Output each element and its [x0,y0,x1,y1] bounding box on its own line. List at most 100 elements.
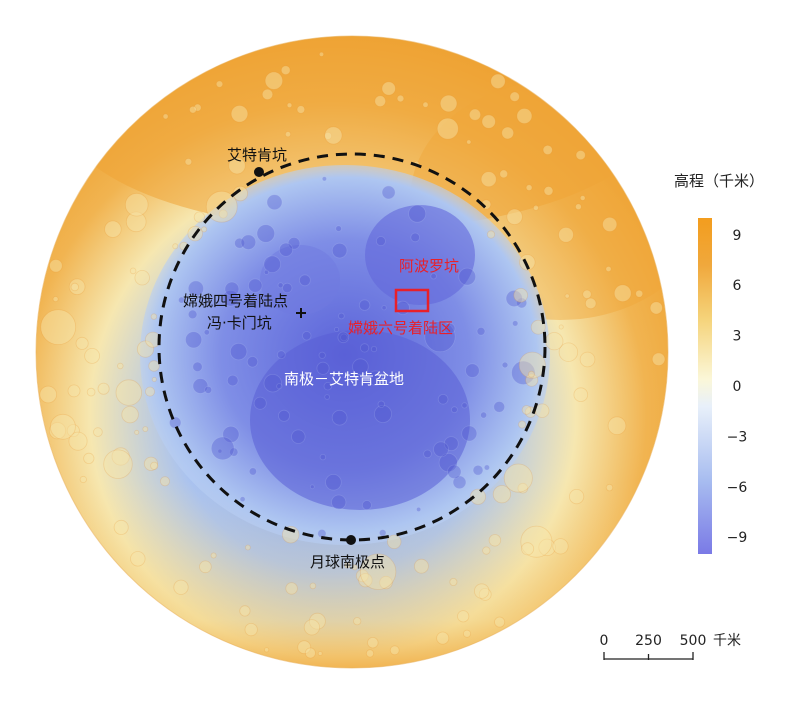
crater [193,211,205,223]
crater [447,464,462,480]
crater [516,108,533,125]
crater [297,640,312,655]
crater [264,71,284,90]
crater [229,342,248,361]
label-von-karman-crater: 冯·卡门坑 [207,314,272,332]
crater [433,441,449,458]
legend-title: 高程（千米） [674,172,764,190]
crater [239,496,246,503]
crater [244,622,258,637]
crater [317,651,323,656]
crater [538,538,556,557]
label-aitken-crater: 艾特肯坑 [227,146,287,164]
crater [564,293,570,299]
scale-unit: 千米 [713,633,741,649]
crater [488,534,502,547]
crater [506,208,523,226]
crater [378,529,387,537]
crater [304,647,316,659]
crater [374,95,387,107]
crater [148,360,160,372]
crater [375,236,386,247]
crater [104,220,122,238]
legend-colorbar [698,218,712,554]
crater [395,300,410,315]
crater [49,258,63,273]
crater [543,185,554,196]
crater [205,190,238,223]
crater [331,242,348,259]
crater [103,449,133,479]
scale-tick-250: 250 [635,633,662,649]
crater [387,534,402,550]
crater [465,363,480,378]
crater [579,195,586,201]
crater [308,612,326,630]
crater [282,282,293,294]
crater [203,329,210,336]
crater [651,352,666,367]
crater [331,494,347,510]
crater [334,326,340,332]
crater [277,282,284,289]
crater [355,569,369,583]
crater [168,416,182,429]
crater [121,405,139,424]
crater [437,393,449,405]
crater [226,374,239,387]
crater [530,319,546,335]
crater [466,139,472,145]
crater [136,340,155,358]
crater [229,447,239,457]
crater [472,464,484,476]
crater [605,483,614,492]
crater [247,278,263,293]
crater [185,331,203,349]
crater [413,558,429,574]
crater [558,226,574,243]
crater [287,237,301,250]
crater [144,386,155,397]
legend-tick-label: 3 [733,329,742,345]
legend-tick-label: −6 [727,480,748,496]
legend-tick-label: −3 [727,429,748,445]
crater [359,343,370,353]
crater [253,396,267,410]
crater [579,351,596,368]
crater [449,578,458,587]
crater [584,297,597,310]
crater [124,192,149,217]
crater-texture [39,51,666,659]
crater [230,105,249,123]
crater [481,114,496,129]
crater [228,156,246,175]
crater [134,270,150,286]
crater [443,322,456,335]
crater [344,562,351,569]
crater [93,427,103,437]
crater [193,103,202,112]
crater [461,425,478,442]
crater [505,289,523,308]
label-apollo-crater: 阿波罗坑 [399,257,459,275]
crater [352,358,369,376]
crater [284,131,292,138]
crater [115,379,143,406]
crater [575,203,582,211]
crater [389,645,400,656]
crater [423,449,432,459]
crater [286,102,293,109]
crater [70,282,79,292]
crater [129,267,137,275]
crater [278,242,294,257]
crater [509,91,520,102]
crater [325,473,342,491]
crater [518,420,527,429]
crater [353,617,362,626]
south-pole-marker [346,535,356,545]
label-change4-site: 嫦娥四号着陆点 [183,292,288,310]
crater [50,413,76,440]
crater [457,610,470,623]
crater [381,185,396,200]
crater [351,564,358,571]
